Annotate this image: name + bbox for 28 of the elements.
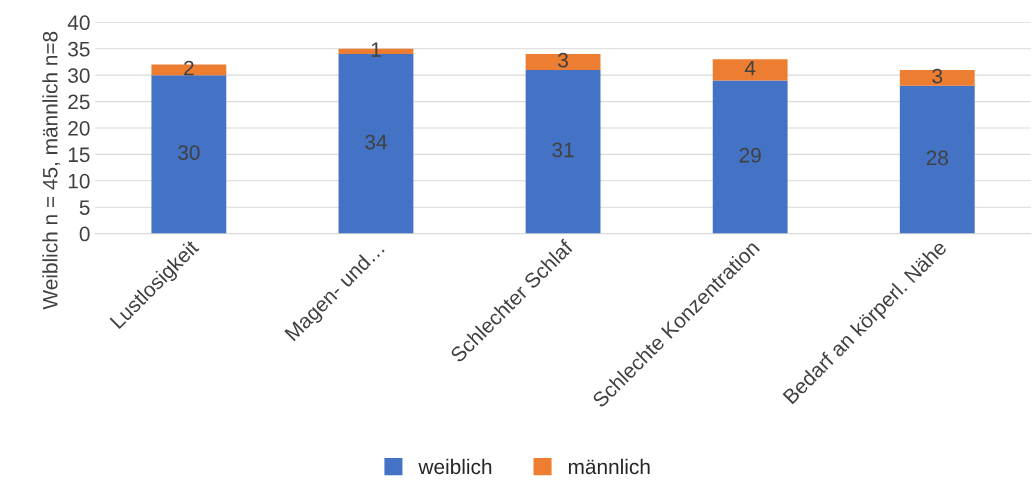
bar [151,75,227,234]
bar [899,69,975,86]
y-tick-label: 10 [68,173,90,189]
y-tick-label: 25 [68,94,90,110]
data-label: 3 [932,68,943,84]
bar [712,59,788,81]
data-label: 29 [739,147,761,163]
data-label: 3 [558,52,568,68]
bar [525,69,601,234]
y-tick-label: 30 [68,68,90,83]
legend-label: weiblich [418,458,492,475]
y-tick-label: 0 [79,226,90,242]
y-tick-label: 15 [68,147,90,163]
legend-label: männlich [568,458,650,475]
y-tick-label: 5 [79,200,90,215]
data-label: 4 [744,60,756,76]
y-tick-label: 35 [68,41,90,57]
data-label: 34 [365,134,387,150]
data-label: 30 [178,145,200,160]
data-label: 28 [926,150,948,166]
y-axis-title: Weiblich n = 45, männlich n=8 [42,31,61,310]
data-label: 31 [552,142,574,158]
bar [712,80,788,234]
bar [525,54,601,70]
y-tick-label: 40 [67,15,90,31]
y-tick-label: 20 [68,120,90,136]
bar [899,85,975,234]
data-label: 2 [184,60,194,76]
